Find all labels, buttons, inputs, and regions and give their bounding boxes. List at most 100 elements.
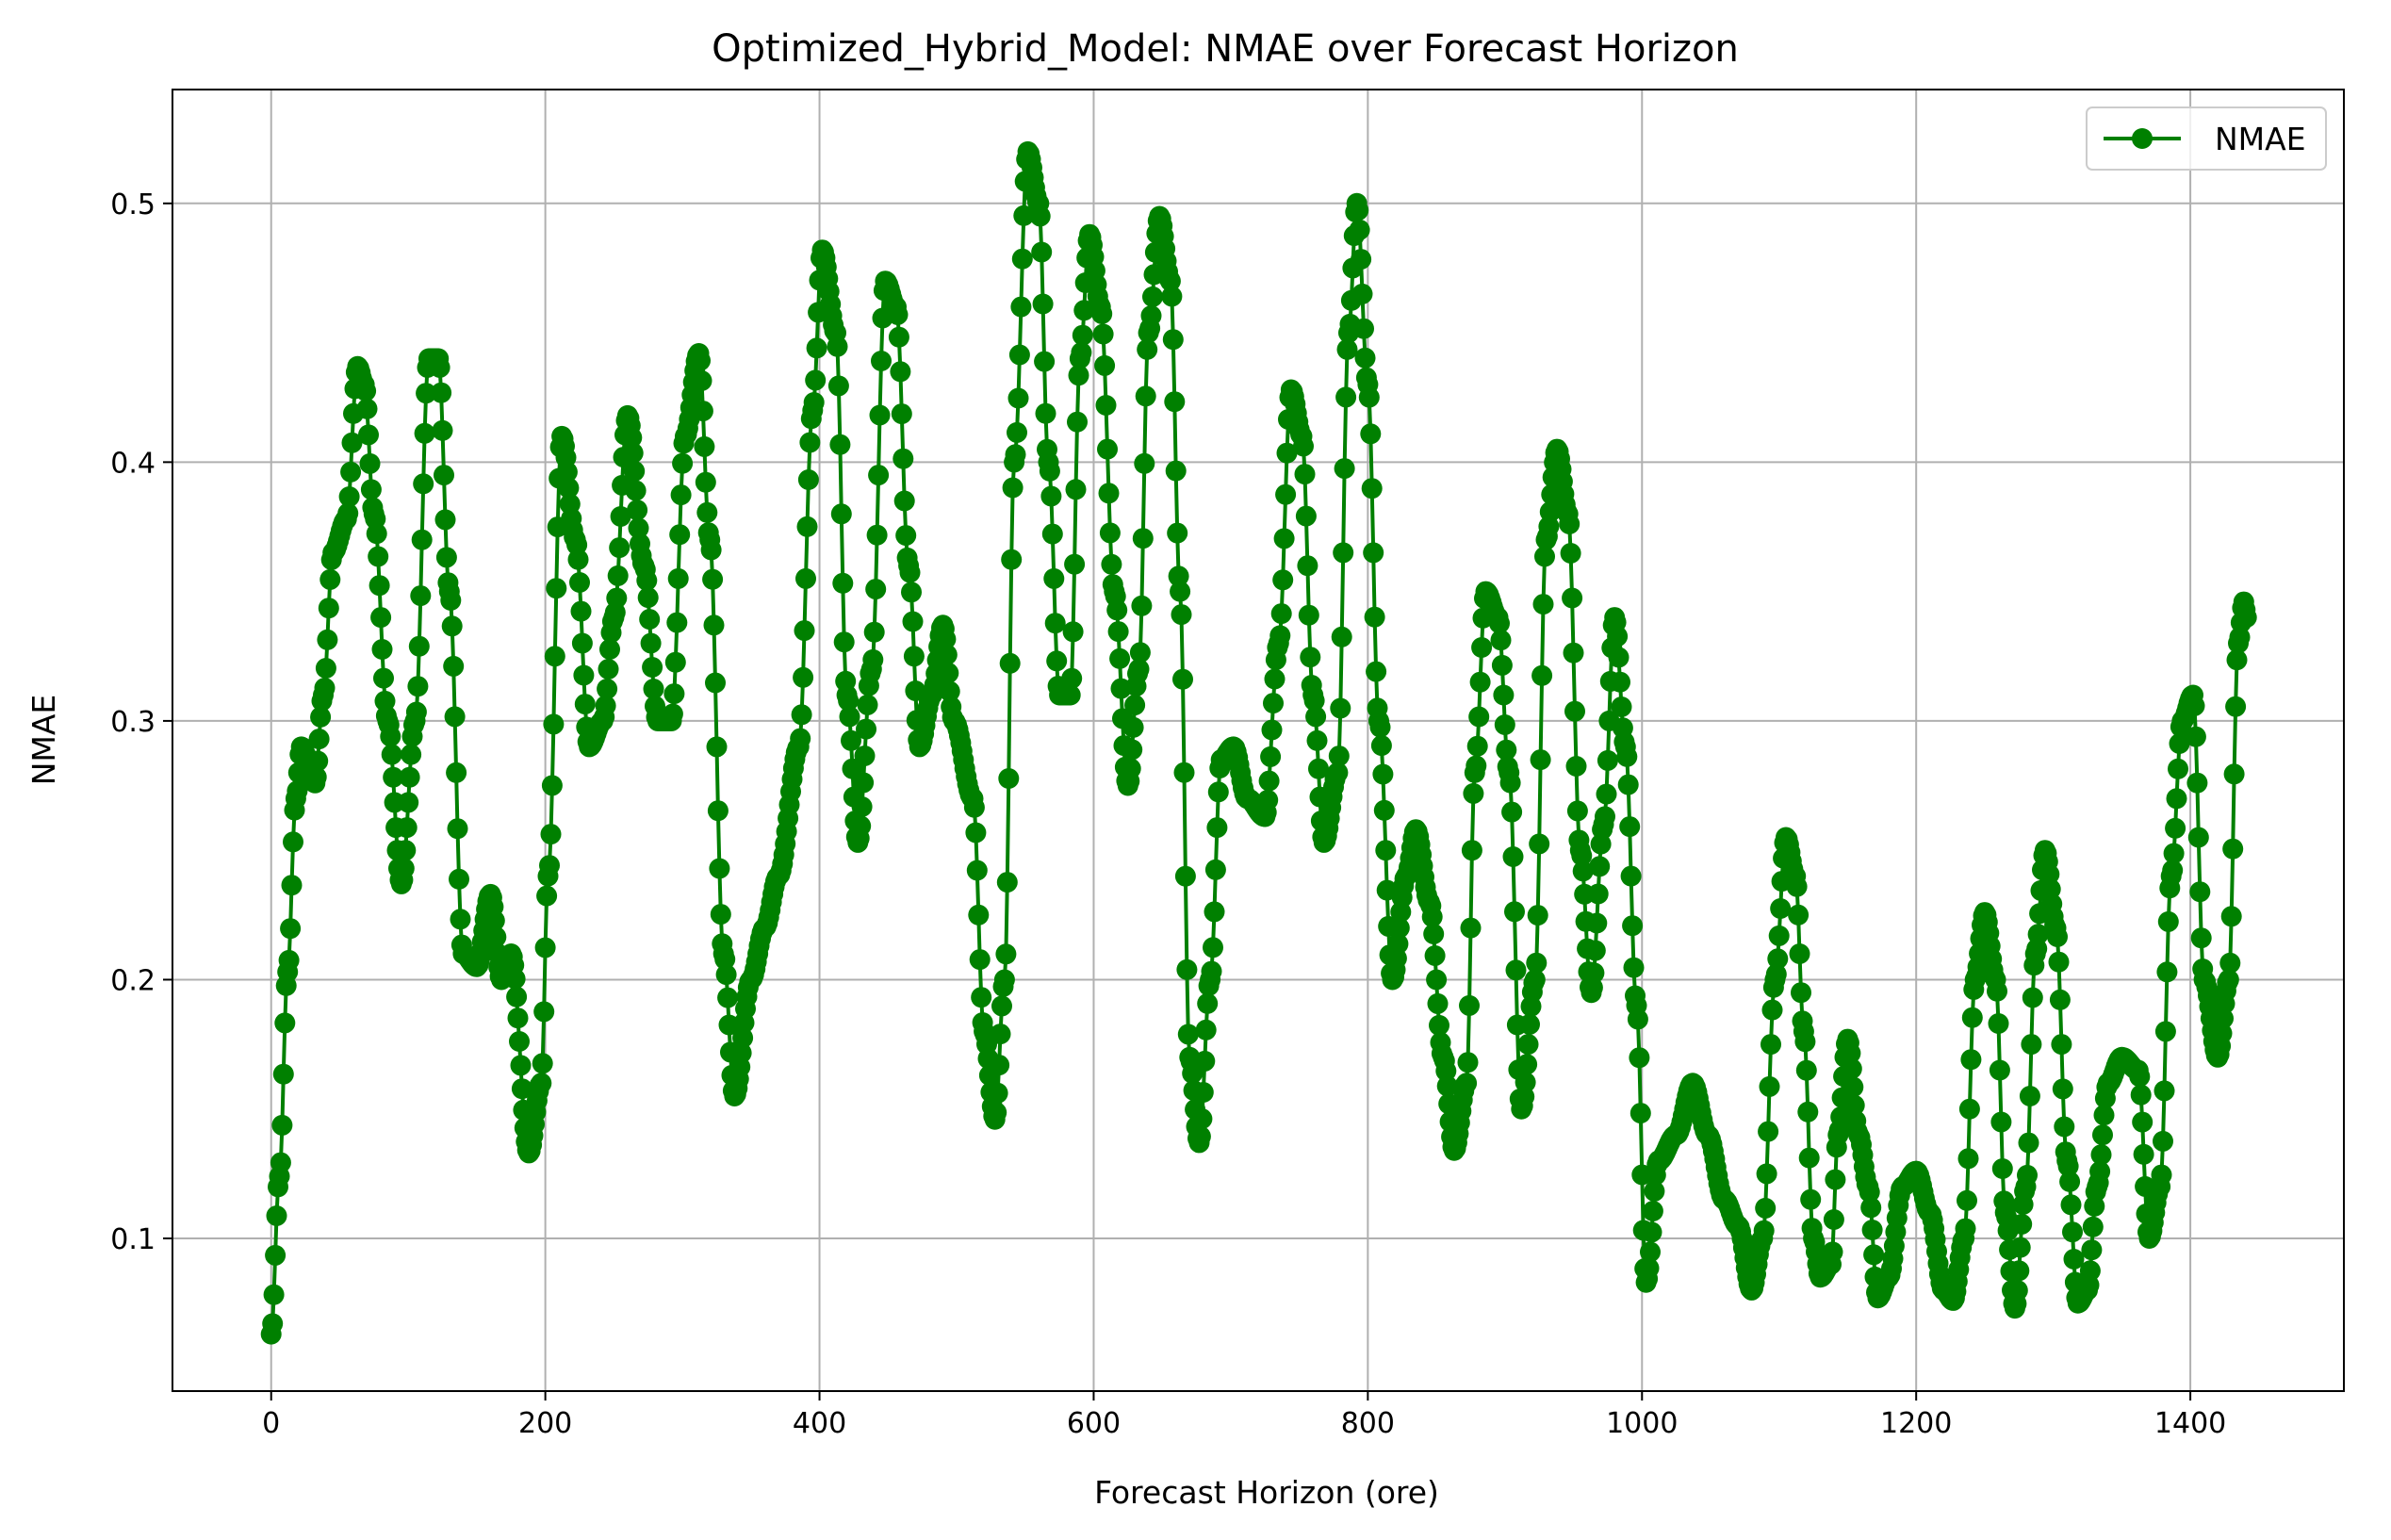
data-point-marker: [1297, 555, 1318, 577]
y-tick-label: 0.3: [110, 706, 156, 739]
data-point-marker: [606, 587, 628, 609]
data-point-marker: [636, 569, 658, 591]
data-point-marker: [1758, 1121, 1779, 1142]
data-point-marker: [531, 1073, 552, 1094]
data-point-marker: [1192, 1082, 1214, 1103]
data-point-marker: [1201, 960, 1222, 982]
data-point-marker: [1617, 774, 1639, 795]
plot-frame: [172, 89, 2345, 1392]
data-point-marker: [791, 704, 812, 726]
data-point-marker: [790, 728, 811, 749]
data-point-marker: [1842, 1076, 1864, 1098]
data-point-marker: [1174, 865, 1196, 887]
data-point-marker: [1955, 1218, 1976, 1239]
data-point-marker: [1294, 464, 1316, 485]
data-point-marker: [278, 949, 300, 971]
data-point-marker: [1622, 915, 1644, 937]
data-point-marker: [410, 585, 432, 607]
data-point-marker: [1257, 789, 1279, 811]
legend-box: [2086, 106, 2327, 171]
data-point-marker: [996, 872, 1018, 893]
data-point-marker: [1159, 270, 1181, 292]
data-point-marker: [1961, 1007, 1983, 1028]
data-point-marker: [664, 651, 686, 673]
data-point-marker: [1351, 249, 1372, 270]
data-point-marker: [1565, 756, 1587, 777]
data-point-marker: [1107, 621, 1129, 643]
data-point-marker: [971, 987, 992, 1008]
data-point-marker: [1191, 1108, 1213, 1130]
data-point-marker: [1861, 1220, 1883, 1240]
data-point-marker: [1071, 342, 1092, 363]
data-point-marker: [556, 461, 578, 483]
data-point-marker: [1640, 1241, 1661, 1263]
data-point-marker: [1566, 800, 1588, 822]
data-point-marker: [2011, 1213, 2033, 1235]
data-point-marker: [1843, 1094, 1865, 1116]
data-point-marker: [695, 471, 716, 493]
data-point-marker: [1424, 945, 1446, 966]
data-point-marker: [599, 639, 620, 660]
data-point-marker: [1369, 716, 1391, 738]
data-point-marker: [1263, 693, 1284, 714]
data-point-marker: [663, 683, 685, 705]
data-point-marker: [637, 587, 659, 609]
data-point-marker: [854, 745, 876, 766]
data-point-marker: [1641, 1221, 1662, 1243]
data-point-marker: [263, 1284, 285, 1305]
data-point-marker: [640, 632, 662, 654]
x-tick-label: 400: [793, 1407, 846, 1440]
data-point-marker: [1798, 1147, 1820, 1169]
data-point-marker: [1494, 714, 1515, 735]
data-point-marker: [2017, 1164, 2038, 1186]
data-point-marker: [546, 578, 567, 599]
data-point-marker: [871, 351, 892, 371]
data-point-marker: [1064, 553, 1086, 575]
data-point-marker: [706, 736, 728, 758]
data-point-marker: [1429, 1014, 1449, 1036]
data-point-marker: [2154, 1080, 2175, 1102]
data-point-marker: [987, 1082, 1008, 1104]
data-point-marker: [1388, 917, 1410, 939]
data-point-marker: [903, 646, 925, 667]
data-point-marker: [838, 690, 860, 712]
data-point-marker: [717, 987, 739, 1008]
data-point-marker: [434, 465, 454, 486]
data-point-marker: [891, 403, 912, 425]
data-point-marker: [2186, 772, 2208, 794]
data-point-marker: [1534, 546, 1555, 567]
data-point-marker: [795, 567, 816, 589]
data-point-marker: [381, 744, 402, 765]
data-point-marker: [1370, 735, 1392, 757]
data-point-marker: [1035, 402, 1056, 424]
data-point-marker: [1644, 1180, 1665, 1202]
data-point-marker: [702, 568, 724, 590]
data-point-marker: [368, 546, 389, 567]
data-point-marker: [2222, 838, 2244, 860]
data-point-marker: [571, 632, 593, 654]
data-point-marker: [1298, 604, 1319, 626]
data-point-marker: [1099, 522, 1121, 544]
data-point-marker: [540, 824, 562, 845]
data-point-marker: [1530, 749, 1551, 771]
data-point-marker: [1348, 200, 1369, 221]
data-point-marker: [1753, 1220, 1775, 1241]
data-point-marker: [1421, 906, 1443, 927]
data-point-marker: [1597, 749, 1618, 771]
data-point-marker: [2157, 910, 2179, 932]
data-point-marker: [2021, 1034, 2042, 1056]
data-point-marker: [1067, 411, 1088, 433]
data-point-marker: [558, 477, 580, 499]
data-point-marker: [2090, 1144, 2112, 1166]
data-point-marker: [1559, 514, 1580, 534]
data-point-marker: [1619, 816, 1641, 838]
data-point-marker: [1044, 613, 1066, 634]
y-tick-label: 0.2: [110, 964, 156, 997]
data-point-marker: [1988, 1013, 2009, 1034]
data-point-marker: [696, 501, 718, 523]
data-point-marker: [1358, 386, 1380, 408]
data-point-marker: [435, 547, 457, 568]
data-point-marker: [1524, 969, 1546, 991]
data-point-marker: [443, 655, 465, 677]
data-point-marker: [827, 336, 848, 357]
